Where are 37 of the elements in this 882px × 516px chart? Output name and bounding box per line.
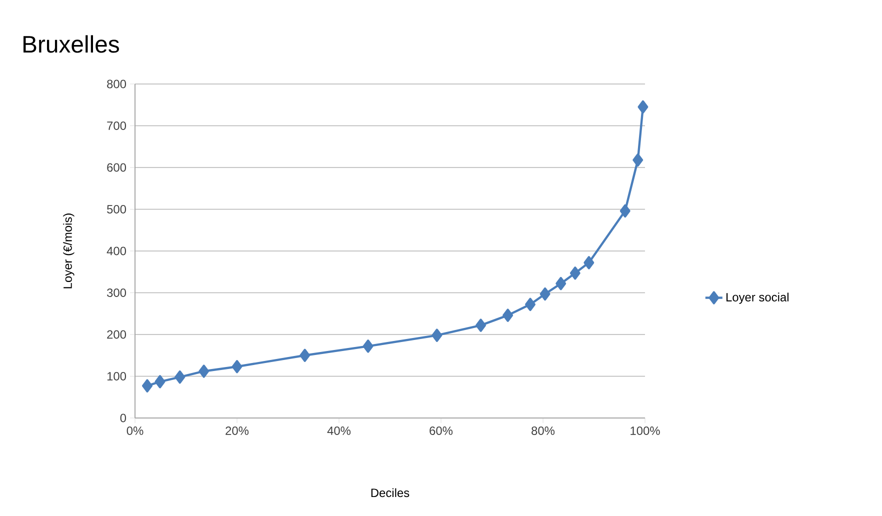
point [620, 204, 630, 218]
point [570, 266, 580, 280]
point [174, 370, 186, 384]
point [142, 379, 152, 392]
point [476, 318, 486, 332]
chart-title: Bruxelles [24, 35, 119, 53]
point [638, 100, 648, 114]
point [556, 276, 566, 290]
point [540, 287, 550, 301]
point [154, 375, 166, 388]
y-tick-label: 400 [106, 246, 126, 256]
point [432, 328, 442, 342]
x-tick-label: 80% [532, 426, 555, 435]
point [362, 340, 374, 353]
x-axis-title: Deciles [371, 488, 410, 498]
point [300, 348, 310, 362]
x-tick-label: 100% [630, 426, 660, 435]
y-tick-label: 800 [107, 80, 126, 88]
y-tick-label: 0 [120, 414, 126, 422]
y-tick-label: 200 [107, 330, 126, 339]
point [502, 308, 514, 322]
y-tick-label: 300 [106, 288, 126, 297]
x-tick-label: 40% [327, 426, 351, 435]
point [584, 256, 594, 270]
point [525, 298, 536, 312]
x-tick-label: 0% [126, 426, 144, 435]
y-tick-label: 700 [107, 122, 126, 130]
point [198, 364, 210, 378]
y-tick-label: 100 [107, 372, 126, 380]
point [632, 153, 644, 167]
point [232, 360, 242, 374]
x-tick-label: 20% [226, 426, 249, 435]
y-tick-label: 600 [107, 163, 126, 172]
legend-label: Loyer social [726, 292, 788, 304]
y-tick-label: 500 [107, 205, 126, 214]
y-axis-title: Loyer (€/mois) [63, 214, 74, 288]
x-tick-label: 60% [430, 426, 453, 435]
